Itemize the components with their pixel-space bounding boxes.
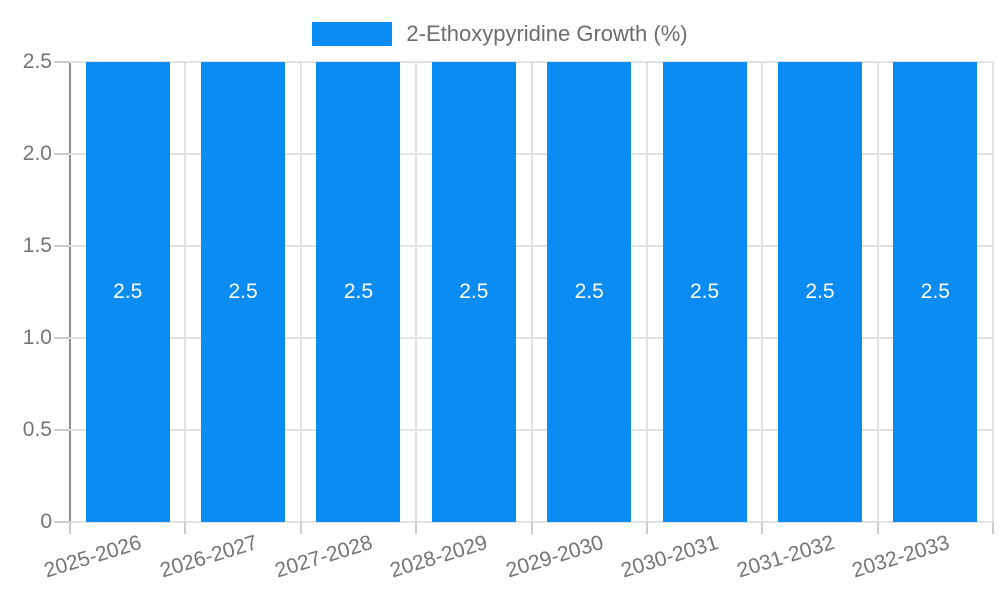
x-axis-tick-label: 2032-2033 xyxy=(849,531,953,583)
x-axis-tick-label: 2025-2026 xyxy=(41,531,145,583)
x-axis-tick-label: 2030-2031 xyxy=(618,531,722,583)
bar-value-label: 2.5 xyxy=(113,280,143,303)
y-axis-tick-label: 1.0 xyxy=(22,326,52,349)
legend[interactable]: 2-Ethoxypyridine Growth (%) xyxy=(0,20,1000,48)
y-axis-tick-label: 2.0 xyxy=(22,142,52,165)
x-axis-tick-label: 2027-2028 xyxy=(272,531,376,583)
y-axis-tick-label: 1.5 xyxy=(22,234,52,257)
gridline-vertical xyxy=(992,62,994,522)
x-axis-tick-mark xyxy=(761,522,764,534)
y-axis-tick-mark xyxy=(54,521,70,523)
bar-value-label: 2.5 xyxy=(805,280,835,303)
y-axis-tick-mark xyxy=(54,429,70,431)
bar[interactable]: 2.5 xyxy=(85,62,170,522)
bar-value-label: 2.5 xyxy=(920,280,950,303)
bar-value-label: 2.5 xyxy=(574,280,604,303)
x-axis-tick-label: 2028-2029 xyxy=(387,531,491,583)
x-axis-tick-mark xyxy=(299,522,302,534)
gridline-vertical xyxy=(530,62,533,522)
gridline-vertical xyxy=(299,62,302,522)
x-axis-tick-mark xyxy=(69,522,71,534)
x-axis-tick-mark xyxy=(645,522,648,534)
y-axis-tick-label: 0.5 xyxy=(22,418,52,441)
y-axis-tick-label: 0 xyxy=(40,510,52,533)
y-axis-tick-mark xyxy=(54,245,70,247)
bar[interactable]: 2.5 xyxy=(431,62,516,522)
bar-value-label: 2.5 xyxy=(343,280,374,303)
bar-value-label: 2.5 xyxy=(228,280,258,303)
gridline-vertical xyxy=(876,62,879,522)
gridline-vertical xyxy=(415,62,418,522)
bar[interactable]: 2.5 xyxy=(893,62,978,522)
y-axis-tick-mark xyxy=(54,337,70,339)
gridline-vertical xyxy=(184,62,187,522)
legend-label: 2-Ethoxypyridine Growth (%) xyxy=(406,21,688,46)
x-axis-tick-mark xyxy=(530,522,533,534)
bar-value-label: 2.5 xyxy=(689,280,720,303)
bar-value-label: 2.5 xyxy=(459,280,489,303)
y-axis-tick-label: 2.5 xyxy=(22,50,52,73)
y-axis-tick-mark xyxy=(54,61,70,63)
bar[interactable]: 2.5 xyxy=(777,62,862,522)
legend-swatch[interactable] xyxy=(312,22,393,46)
x-axis-tick-mark xyxy=(876,522,879,534)
y-axis-line xyxy=(69,62,71,523)
x-axis-tick-mark xyxy=(992,522,994,534)
gridline-vertical xyxy=(645,62,648,522)
y-axis-tick-mark xyxy=(54,153,70,155)
plot-area: 2.5 2.5 2.5 2.5 2.5 2.5 2.5 2.5 xyxy=(70,61,994,523)
x-axis-tick-label: 2031-2032 xyxy=(733,531,837,583)
bar[interactable]: 2.5 xyxy=(547,62,632,522)
x-axis-tick-mark xyxy=(415,522,418,534)
bar[interactable]: 2.5 xyxy=(662,62,747,522)
gridline-vertical xyxy=(761,62,764,522)
x-axis-tick-mark xyxy=(184,522,187,534)
x-axis-tick-label: 2026-2027 xyxy=(157,531,260,583)
bar[interactable]: 2.5 xyxy=(316,62,401,522)
bar[interactable]: 2.5 xyxy=(201,62,286,522)
x-axis-tick-label: 2029-2030 xyxy=(503,531,606,583)
